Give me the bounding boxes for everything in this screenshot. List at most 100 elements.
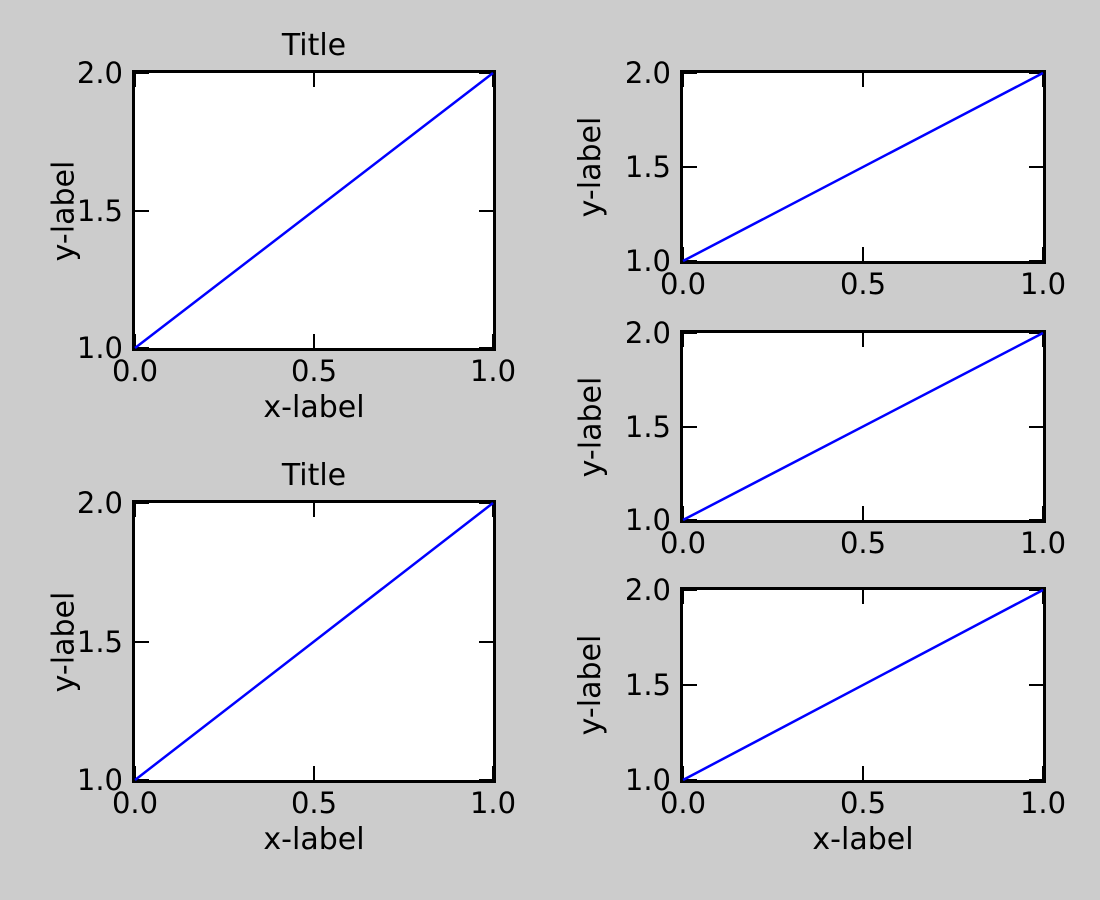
x-tick-mark-top: [492, 503, 494, 517]
subplot-left-bottom: Title y-label x-label 0.0 0.5 1.0 1.0 1.5 2.0: [46, 458, 516, 857]
x-axis-label: x-label: [263, 390, 365, 425]
subplot-right-middle: y-label 0.0 0.5 1.0 1.0 1.5 2.0: [573, 316, 1066, 560]
x-tick-mark-bottom: [1042, 247, 1044, 261]
y-tick-mark-right: [1029, 779, 1043, 781]
y-tick-label: 1.5: [76, 624, 123, 659]
y-tick-mark-left: [135, 347, 149, 349]
y-tick-mark-right: [1029, 332, 1043, 334]
x-tick-mark-bottom: [682, 766, 684, 780]
x-tick-mark-bottom: [862, 766, 864, 780]
x-tick-mark-top: [313, 503, 315, 517]
x-tick-mark-bottom: [134, 766, 136, 780]
y-tick-label: 1.0: [76, 763, 123, 797]
x-tick-mark-top: [134, 73, 136, 87]
data-line: [682, 588, 1044, 782]
x-tick-mark-top: [682, 333, 684, 347]
y-tick-label: 2.0: [76, 56, 123, 90]
x-tick-mark-bottom: [682, 506, 684, 520]
y-tick-mark-left: [135, 72, 149, 74]
y-tick-mark-left: [683, 779, 697, 781]
y-tick-label: 1.5: [76, 193, 123, 228]
y-tick-mark-right: [479, 209, 493, 212]
line-series: [682, 331, 1044, 522]
y-tick-label: 1.0: [624, 244, 671, 278]
plot-title: Title: [281, 458, 347, 493]
y-tick-label: 1.5: [624, 409, 671, 444]
x-tick-label: 0.5: [839, 526, 887, 560]
x-tick-mark-top: [492, 73, 494, 87]
y-tick-label: 1.5: [624, 150, 671, 184]
x-tick-mark-top: [862, 73, 864, 87]
x-tick-label: 1.0: [469, 354, 517, 388]
y-tick-label: 2.0: [624, 56, 671, 90]
x-tick-mark-bottom: [862, 247, 864, 261]
y-tick-mark-left: [683, 589, 697, 591]
x-tick-mark-bottom: [313, 766, 315, 780]
x-tick-mark-bottom: [1042, 506, 1044, 520]
y-tick-mark-left: [683, 519, 697, 521]
x-tick-mark-top: [1042, 73, 1044, 87]
subplot-left-top: Title y-label x-label 0.0 0.5 1.0 1.0 1.5 2.0: [46, 28, 516, 425]
x-axis-label: x-label: [263, 822, 365, 857]
y-tick-label: 1.5: [624, 668, 671, 702]
y-tick-mark-right: [479, 72, 493, 74]
y-tick-mark-left: [683, 166, 697, 168]
x-tick-label: 0.5: [290, 354, 338, 388]
y-tick-mark-right: [1029, 72, 1043, 74]
x-tick-mark-bottom: [134, 334, 136, 348]
line-series: [134, 72, 494, 349]
plot-title: Title: [281, 28, 347, 63]
x-tick-label: 0.0: [659, 267, 707, 301]
y-tick-mark-right: [479, 640, 493, 643]
data-line: [682, 71, 1044, 263]
y-tick-label: 1.0: [624, 763, 671, 797]
x-tick-mark-bottom: [862, 506, 864, 520]
x-tick-label: 1.0: [1019, 267, 1067, 301]
y-tick-mark-left: [683, 72, 697, 74]
line-series: [682, 588, 1044, 782]
x-tick-label: 0.5: [839, 786, 887, 820]
x-tick-mark-top: [682, 590, 684, 604]
y-tick-mark-right: [1029, 260, 1043, 262]
y-tick-mark-left: [135, 502, 149, 504]
y-tick-mark-right: [1029, 589, 1043, 591]
y-tick-mark-left: [135, 209, 149, 212]
x-tick-mark-bottom: [1042, 766, 1044, 780]
x-tick-label: 1.0: [469, 786, 517, 820]
y-tick-mark-right: [479, 502, 493, 504]
x-tick-label: 0.5: [839, 267, 887, 301]
x-tick-mark-top: [1042, 333, 1044, 347]
line-series: [134, 502, 494, 781]
x-tick-mark-top: [862, 590, 864, 604]
y-tick-mark-left: [683, 260, 697, 262]
x-tick-mark-bottom: [313, 334, 315, 348]
x-tick-mark-top: [134, 503, 136, 517]
data-line: [134, 502, 494, 781]
y-tick-mark-left: [683, 332, 697, 334]
y-tick-mark-right: [1029, 684, 1043, 686]
y-tick-mark-right: [479, 347, 493, 349]
y-tick-mark-right: [1029, 519, 1043, 521]
x-tick-mark-top: [862, 333, 864, 347]
x-tick-mark-bottom: [492, 334, 494, 348]
subplot-right-top: y-label 0.0 0.5 1.0 1.0 1.5 2.0: [573, 56, 1066, 301]
x-tick-label: 1.0: [1019, 786, 1067, 820]
x-tick-label: 0.0: [659, 526, 707, 560]
data-line: [134, 72, 494, 349]
x-tick-mark-bottom: [492, 766, 494, 780]
y-tick-label: 2.0: [76, 486, 123, 520]
line-series: [682, 71, 1044, 263]
y-tick-mark-left: [683, 684, 697, 686]
x-tick-label: 0.5: [290, 786, 338, 820]
x-tick-label: 0.0: [111, 786, 159, 820]
y-tick-mark-right: [1029, 166, 1043, 168]
x-tick-mark-bottom: [682, 247, 684, 261]
y-tick-label: 2.0: [624, 316, 671, 350]
y-tick-mark-right: [479, 779, 493, 781]
x-tick-label: 0.0: [659, 786, 707, 820]
y-tick-label: 2.0: [624, 573, 671, 607]
x-tick-mark-top: [313, 73, 315, 87]
x-tick-label: 0.0: [111, 354, 159, 388]
y-tick-mark-right: [1029, 425, 1043, 428]
